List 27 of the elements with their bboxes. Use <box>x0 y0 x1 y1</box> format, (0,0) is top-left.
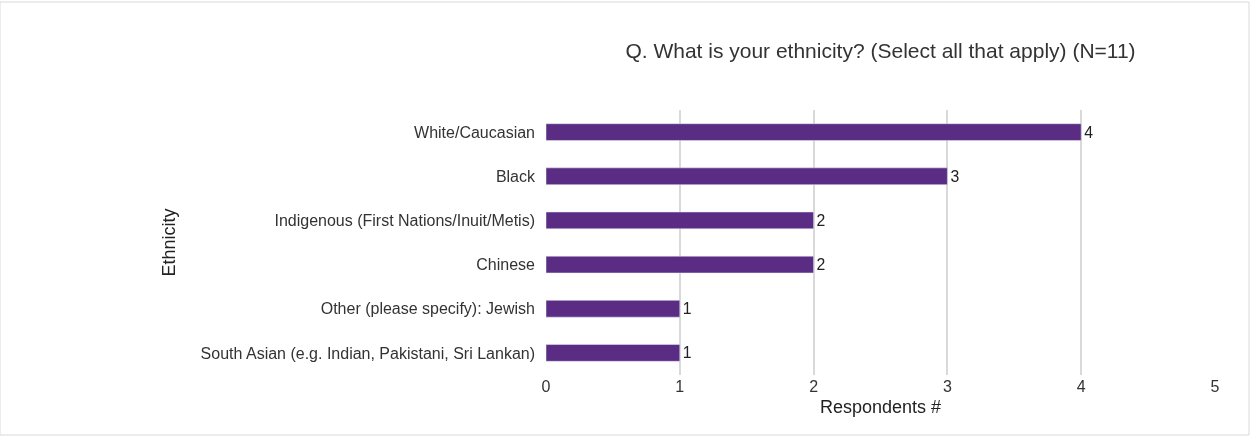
y-tick-label: Other (please specify): Jewish <box>320 300 535 318</box>
x-tick-label: 5 <box>1210 378 1220 395</box>
data-label: 3 <box>950 167 960 185</box>
bar <box>546 255 814 274</box>
bar <box>546 167 948 185</box>
y-tick-label: Indigenous (First Nations/Inuit/Metis) <box>274 212 535 230</box>
data-label: 2 <box>816 256 826 274</box>
data-label: 1 <box>682 300 692 318</box>
bar <box>546 123 1082 141</box>
data-label: 1 <box>682 344 692 362</box>
x-axis-title: Respondents # <box>819 397 942 418</box>
bar <box>546 344 681 362</box>
x-tick-label: 4 <box>1076 378 1086 395</box>
y-tick-label: South Asian (e.g. Indian, Pakistani, Sri Lankan) <box>200 344 535 362</box>
y-axis-title: Ethnicity <box>158 208 179 277</box>
y-tick-label: White/Caucasian <box>414 123 535 141</box>
data-label: 2 <box>816 211 826 229</box>
data-label: 4 <box>1084 123 1094 141</box>
x-tick-label: 0 <box>541 378 551 395</box>
x-tick-label: 2 <box>809 378 819 395</box>
x-tick-label: 1 <box>675 378 685 395</box>
chart-title: Q. What is your ethnicity? (Select all that apply) (N=11) <box>625 38 1136 62</box>
x-tick-label: 3 <box>942 378 952 395</box>
bar <box>546 211 814 230</box>
bar <box>546 300 681 318</box>
y-tick-label: Black <box>495 167 536 185</box>
y-tick-label: Chinese <box>476 256 536 274</box>
